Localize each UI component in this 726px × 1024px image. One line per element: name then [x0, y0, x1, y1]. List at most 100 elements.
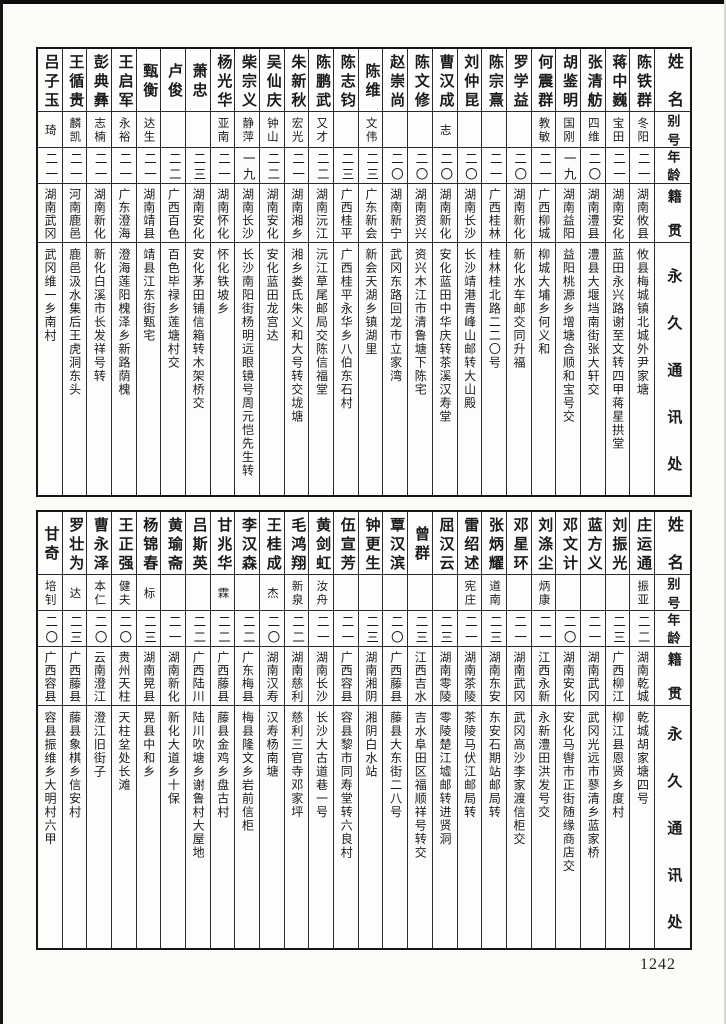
person-age: 二〇	[87, 610, 111, 646]
person-alias: 杰	[260, 574, 284, 610]
person-address: 天柱坌处长滩	[111, 705, 136, 948]
person-native: 湖南湘乡	[284, 183, 309, 242]
person-alias: 宝田	[605, 111, 630, 147]
person-age: 二三	[358, 610, 383, 646]
person-address: 澄海莲阳槐泽乡新路荫槐	[111, 242, 136, 495]
person-name: 刘仲昆	[462, 53, 479, 111]
person-alias	[432, 574, 457, 610]
person-age: 二一	[506, 610, 531, 646]
person-native: 湖南新化	[506, 183, 531, 242]
header-native-label: 籍贯	[665, 652, 681, 705]
person-column: 曹永泽 本仁 二〇 云南澄江 澄江旧街子	[86, 512, 111, 948]
person-name: 陈志钧	[338, 53, 355, 111]
person-native: 湖南靖县	[136, 183, 161, 242]
person-age: 二一	[111, 147, 136, 183]
person-name: 蒋中巍	[610, 53, 627, 111]
person-age: 二三	[605, 610, 630, 646]
person-age: 二一	[161, 610, 185, 646]
person-native: 广西藤县	[62, 646, 87, 705]
person-age: 二一	[531, 147, 556, 183]
person-native: 湖南湘阴	[358, 646, 383, 705]
person-column: 罗壮为达二三 广西藤县 藤县象棋乡信安村	[61, 512, 87, 948]
person-column: 赵崇尚 二〇 湖南新宁 武冈东路回龙市立家湾	[382, 49, 408, 495]
person-alias	[185, 111, 210, 147]
page-number: 1242	[640, 956, 676, 973]
person-native: 广西藤县	[383, 646, 408, 705]
person-column: 胡鉴明 国刚 一九 湖南益阳 益阳桃源乡增塘合顺和宝号交	[555, 49, 580, 495]
person-alias: 又才	[309, 111, 334, 147]
person-address: 百色毕禄乡莲塘村交	[161, 242, 185, 495]
person-alias	[408, 574, 432, 610]
person-address: 广西桂平永华乡八伯东石村	[334, 242, 358, 495]
person-name: 杨锦春	[141, 516, 158, 574]
person-name: 邓星环	[511, 516, 528, 574]
scan-edge-left	[0, 0, 3, 1024]
person-age: 二〇	[506, 147, 531, 183]
person-address: 藤县金鸡乡盘古村	[210, 705, 235, 948]
person-column: 邓文计 二〇 湖南安化 安化马辔市正街随缘商店交	[555, 512, 580, 948]
person-alias: 达	[62, 574, 87, 610]
person-alias	[334, 574, 358, 610]
person-address: 容县黎市同寿堂转六良村	[334, 705, 358, 948]
header-address: 永久通讯处	[655, 705, 690, 948]
person-name: 甄衡	[141, 63, 158, 101]
person-column: 柴宗义 静萍 一九 湖南长沙 长沙南阳街杨明远眼镜号周元恺先生转	[234, 49, 259, 495]
person-alias: 宪庄	[457, 574, 482, 610]
person-address: 益阳桃源乡增塘合顺和宝号交	[556, 242, 580, 495]
header-alias-label: 别号	[665, 113, 681, 148]
person-address: 东安石期站邮局转	[482, 705, 506, 948]
person-alias	[457, 111, 482, 147]
person-name: 张清舫	[585, 53, 602, 111]
person-address: 安化茅田铺信箱转木架桥交	[185, 242, 210, 495]
person-alias	[383, 111, 408, 147]
person-native: 湖南安化	[556, 646, 580, 705]
person-age: 二〇	[383, 610, 408, 646]
person-alias	[334, 111, 358, 147]
person-name: 甘奇	[42, 526, 59, 564]
person-age: 二二	[235, 610, 259, 646]
person-address: 武冈东路回龙市立家湾	[383, 242, 408, 495]
person-native: 湖南武冈	[37, 183, 62, 242]
person-native: 湖南安化	[185, 183, 210, 242]
person-name: 张炳耀	[486, 516, 503, 574]
person-age: 二二	[185, 610, 210, 646]
person-alias: 四维	[580, 111, 605, 147]
person-age: 二三	[185, 147, 210, 183]
header-native: 籍贯	[655, 646, 690, 705]
person-alias: 教敏	[531, 111, 556, 147]
person-age: 二三	[136, 610, 161, 646]
person-column: 何震群 教敏 二一 广西柳城 柳城大埔乡何义和	[530, 49, 556, 495]
person-alias	[383, 574, 408, 610]
person-alias	[161, 574, 185, 610]
person-alias	[605, 574, 630, 610]
person-native: 湖南新化	[87, 183, 111, 242]
header-native: 籍贯	[655, 183, 690, 242]
person-name: 王启军	[116, 53, 133, 111]
person-age: 二一	[136, 147, 161, 183]
person-native: 湖南长沙	[457, 183, 482, 242]
person-column: 吕子玉琦二一 湖南武冈 武冈维一乡南村	[37, 49, 62, 495]
person-column: 朱新秋 宏光 二一 湖南湘乡 湘乡娄氐朱义和大号转交垅塘	[283, 49, 309, 495]
person-age: 二一	[87, 147, 111, 183]
person-age: 二三	[408, 610, 432, 646]
person-native: 贵州天柱	[111, 646, 136, 705]
person-column: 曾群 二三 江西吉水 吉水阜田区福顺祥号转交	[407, 512, 432, 948]
person-alias: 麟凯	[62, 111, 87, 147]
person-column: 曹汉成志二〇 湖南新化 安化蓝田中华庆转茶溪汉寿堂	[431, 49, 457, 495]
person-native: 湖南澧县	[580, 183, 605, 242]
person-name: 罗学益	[511, 53, 528, 111]
person-alias: 汝舟	[309, 574, 334, 610]
person-name: 胡鉴明	[560, 53, 577, 111]
person-alias	[408, 111, 432, 147]
person-address: 长沙大古道巷一号	[309, 705, 334, 948]
person-native: 湖南益阳	[556, 183, 580, 242]
header-address-label: 永久通讯处	[665, 725, 682, 949]
header-address-label: 永久通讯处	[665, 267, 682, 496]
person-native: 湖南新宁	[383, 183, 408, 242]
header-name-label: 姓名	[664, 516, 682, 574]
person-column: 雷绍述 宪庄 二一 湖南茶陵 茶陵马伏江邮局转	[456, 512, 482, 948]
person-age: 二〇	[383, 147, 408, 183]
person-native: 广西容县	[334, 646, 358, 705]
person-native: 江西吉水	[408, 646, 432, 705]
person-age: 二一	[37, 147, 62, 183]
